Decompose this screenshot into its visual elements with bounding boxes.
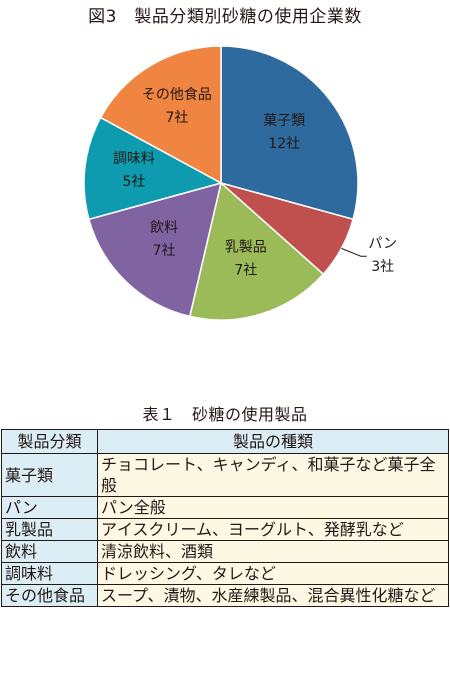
table-row: 菓子類 チョコレート、キャンディ、和菓子など菓子全般 bbox=[1, 453, 449, 497]
products-cell: チョコレート、キャンディ、和菓子など菓子全般 bbox=[97, 453, 449, 497]
table-row: パン パン全般 bbox=[1, 496, 449, 519]
slice-label: 調味料 bbox=[113, 151, 155, 167]
slice-value-label: 7社 bbox=[165, 110, 188, 126]
slice-value-label: 12社 bbox=[268, 136, 300, 152]
table-header-row: 製品分類 製品の種類 bbox=[1, 429, 449, 454]
category-cell: 調味料 bbox=[1, 562, 98, 585]
column-header: 製品の種類 bbox=[97, 429, 449, 454]
table-title: 表１ 砂糖の使用製品 bbox=[142, 405, 308, 424]
slice-value-label: 3社 bbox=[371, 259, 394, 275]
products-cell: パン全般 bbox=[97, 496, 449, 519]
products-cell: 清涼飲料、酒類 bbox=[97, 540, 449, 563]
pie-slice bbox=[220, 45, 359, 221]
slice-label: 乳製品 bbox=[225, 239, 267, 255]
slice-label: パン bbox=[368, 236, 397, 252]
products-cell: ドレッシング、タレなど bbox=[97, 562, 449, 585]
table-row: 調味料 ドレッシング、タレなど bbox=[1, 562, 449, 585]
category-cell: その他食品 bbox=[1, 584, 98, 607]
table-row: 飲料 清涼飲料、酒類 bbox=[1, 540, 449, 563]
category-cell: パン bbox=[1, 496, 98, 519]
pie-slice bbox=[99, 45, 222, 185]
slice-label: その他食品 bbox=[142, 86, 212, 103]
slice-value-label: 7社 bbox=[153, 243, 176, 259]
slice-value-label: 5社 bbox=[122, 174, 145, 190]
category-cell: 飲料 bbox=[1, 540, 98, 563]
table-body: 菓子類 チョコレート、キャンディ、和菓子など菓子全般 パン パン全般 乳製品 アイスクリー… bbox=[1, 453, 449, 607]
usage-table: 製品分類 製品の種類 菓子類 チョコレート、キャンディ、和菓子など菓子全般 パン パン… bbox=[1, 429, 449, 607]
slice-label: 飲料 bbox=[150, 220, 178, 236]
products-cell: スープ、漬物、水産練製品、混合異性化糖など bbox=[97, 584, 449, 607]
category-cell: 乳製品 bbox=[1, 518, 98, 541]
pie-slice bbox=[83, 116, 223, 221]
slice-value-label: 7社 bbox=[234, 262, 257, 278]
column-header: 製品分類 bbox=[1, 429, 98, 454]
leader-line bbox=[341, 247, 367, 257]
slice-label: 菓子類 bbox=[263, 113, 305, 129]
pie-slices bbox=[83, 45, 359, 321]
chart-title: 図3 製品分類別砂糖の使用企業数 bbox=[88, 7, 362, 27]
products-cell: アイスクリーム、ヨーグルト、発酵乳など bbox=[97, 518, 449, 541]
pie-slice bbox=[87, 181, 223, 318]
table-row: その他食品 スープ、漬物、水産練製品、混合異性化糖など bbox=[1, 584, 449, 607]
table-row: 乳製品 アイスクリーム、ヨーグルト、発酵乳など bbox=[1, 518, 449, 541]
pie-slice bbox=[188, 181, 325, 321]
category-cell: 菓子類 bbox=[1, 453, 98, 497]
